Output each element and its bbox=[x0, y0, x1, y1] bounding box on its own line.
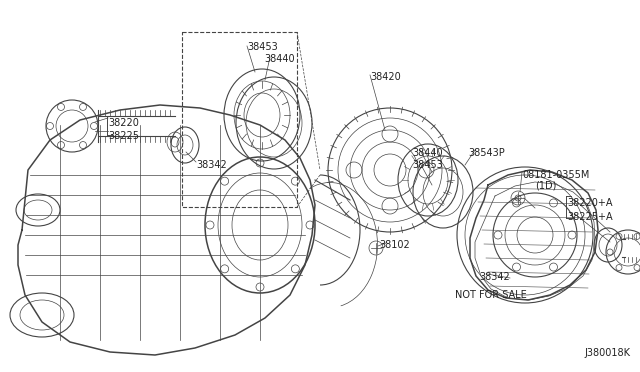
Text: J380018K: J380018K bbox=[584, 348, 630, 358]
Text: 38225: 38225 bbox=[108, 131, 139, 141]
Bar bbox=[182, 32, 297, 207]
Text: 38225+A: 38225+A bbox=[567, 212, 612, 222]
Text: 38102: 38102 bbox=[379, 240, 410, 250]
Text: NOT FOR SALE: NOT FOR SALE bbox=[455, 290, 527, 300]
Text: 38220: 38220 bbox=[108, 118, 139, 128]
Text: 38453: 38453 bbox=[412, 160, 443, 170]
Text: 38440: 38440 bbox=[412, 148, 443, 158]
Text: 38342: 38342 bbox=[196, 160, 227, 170]
Text: 38453: 38453 bbox=[247, 42, 278, 52]
Text: 38220+A: 38220+A bbox=[567, 198, 612, 208]
Text: 08181-0355M: 08181-0355M bbox=[522, 170, 589, 180]
Text: 38543P: 38543P bbox=[468, 148, 505, 158]
Text: 38440: 38440 bbox=[264, 54, 294, 64]
Text: 38420: 38420 bbox=[370, 72, 401, 82]
Text: 38342: 38342 bbox=[479, 272, 509, 282]
Text: (1D): (1D) bbox=[535, 181, 556, 191]
